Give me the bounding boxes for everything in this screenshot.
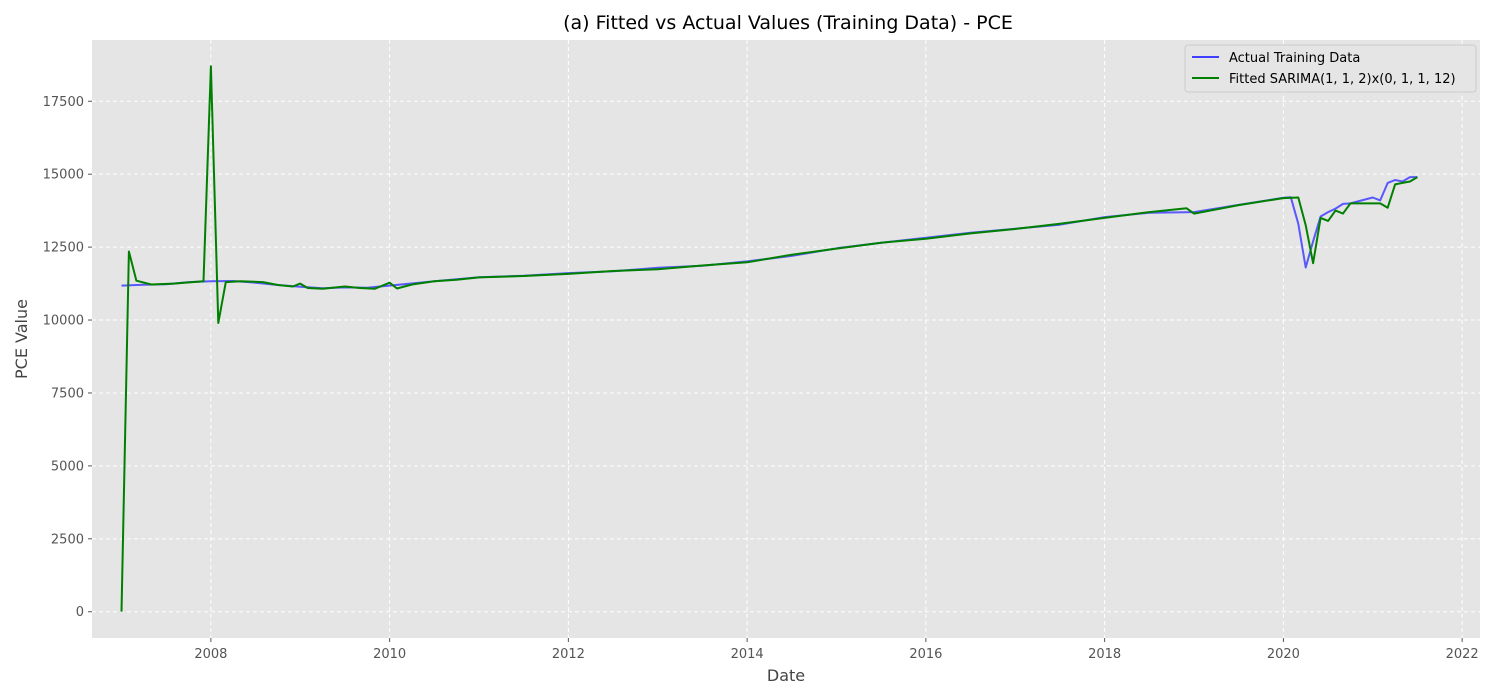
series-layer: [120, 65, 1418, 612]
series-line-fitted: [120, 65, 1418, 612]
y-tick-label: 10000: [43, 314, 84, 329]
x-tick-label: 2022: [1446, 647, 1479, 662]
plot-area: [92, 40, 1480, 638]
x-tick-label: 2016: [909, 647, 942, 662]
x-tick-label: 2018: [1088, 647, 1121, 662]
y-tick-label: 2500: [51, 532, 84, 547]
y-tick-label: 17500: [43, 95, 84, 110]
grid-lines: [92, 40, 1480, 638]
y-axis-label: PCE Value: [12, 299, 31, 379]
x-tick-label: 2008: [194, 647, 227, 662]
legend: Actual Training Data Fitted SARIMA(1, 1,…: [1184, 44, 1477, 93]
y-tick-label: 0: [76, 605, 84, 620]
y-tick-label: 7500: [51, 386, 84, 401]
legend-box: [1184, 44, 1477, 93]
legend-label-fitted: Fitted SARIMA(1, 1, 2)x(0, 1, 1, 12): [1229, 72, 1456, 87]
y-tick-label: 5000: [51, 459, 84, 474]
x-tick-label: 2014: [731, 647, 764, 662]
x-axis-label: Date: [767, 666, 805, 685]
axis-ticks: 2008 2010 2012 2014 2016 2018 2020 2022 0 2500 500…: [43, 95, 1479, 662]
x-tick-label: 2010: [373, 647, 406, 662]
legend-label-actual: Actual Training Data: [1229, 51, 1360, 66]
y-tick-label: 15000: [43, 168, 84, 183]
x-tick-label: 2020: [1267, 647, 1300, 662]
y-tick-label: 12500: [43, 241, 84, 256]
chart-title: (a) Fitted vs Actual Values (Training Da…: [563, 12, 1013, 34]
x-tick-label: 2012: [552, 647, 585, 662]
